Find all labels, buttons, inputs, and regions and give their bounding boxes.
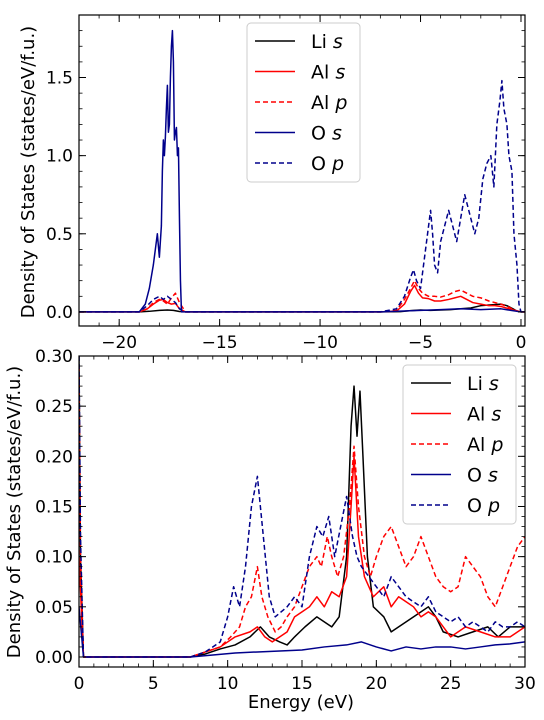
legend-label-o-p-bottom: O p xyxy=(467,495,500,517)
x-tick-label-bottom: 25 xyxy=(440,674,462,694)
y-tick-label-top: 0.0 xyxy=(46,303,73,323)
x-tick-label-top: −15 xyxy=(202,333,238,353)
plot-area-bottom xyxy=(79,356,525,658)
legend-label-o-p-top: O p xyxy=(311,153,344,175)
legend-label-li-s-bottom: Li s xyxy=(467,373,499,395)
legend-label-li-s-top: Li s xyxy=(311,31,343,53)
legend-label-al-p-bottom: Al p xyxy=(467,434,503,456)
legend-top: Li s Al s Al p O s O p xyxy=(246,22,361,183)
legend-label-al-s-top: Al s xyxy=(311,62,345,84)
legend-label-o-s-top: O s xyxy=(311,123,342,145)
series-line-li-s-bottom xyxy=(79,356,525,658)
series-line-al-s-top xyxy=(79,284,525,313)
x-tick-label-bottom: 0 xyxy=(74,674,85,694)
dos-panel-conduction: 0 5 10 15 20 25 30 0.00 0.05 0.10 0.15 0.20 0.25 0.30… xyxy=(35,347,536,694)
x-tick-label-top: −5 xyxy=(408,333,433,353)
series-line-al-p-bottom xyxy=(79,366,525,658)
x-tick-label-bottom: 10 xyxy=(217,674,239,694)
x-tick-label-bottom: 20 xyxy=(366,674,388,694)
x-tick-label-top: −10 xyxy=(302,333,338,353)
series-line-o-p-bottom xyxy=(79,356,525,658)
legend-label-o-s-bottom: O s xyxy=(467,465,498,487)
plot-area-top xyxy=(79,29,525,313)
legend-label-al-s-bottom: Al s xyxy=(467,404,501,426)
y-tick-label-top: 0.5 xyxy=(46,225,73,245)
legend-label-al-p-top: Al p xyxy=(311,92,347,114)
legend-bottom: Li s Al s Al p O s O p xyxy=(402,364,517,525)
axes-frame-top xyxy=(78,14,526,327)
x-axis-title: Energy (eV) xyxy=(248,692,354,713)
series-line-al-s-bottom xyxy=(79,455,525,658)
dos-panel-valence: −20 −15 −10 −5 0 0.0 0.5 1.0 1.5 Li s Al s Al p O s O… xyxy=(46,14,527,353)
series-line-o-s-top xyxy=(79,29,525,313)
y-tick-label-top: 1.0 xyxy=(46,147,73,167)
y-tick-label-bottom: 0.10 xyxy=(35,548,73,568)
legend-frame-top xyxy=(246,22,361,183)
x-tick-label-top: 0 xyxy=(516,333,527,353)
x-tick-label-bottom: 15 xyxy=(291,674,313,694)
series-line-o-s-bottom xyxy=(79,606,525,658)
series-line-al-p-top xyxy=(79,279,525,313)
y-tick-label-bottom: 0.05 xyxy=(35,598,73,618)
legend-frame-bottom xyxy=(402,364,517,525)
y-tick-label-bottom: 0.15 xyxy=(35,497,73,517)
y-tick-label-bottom: 0.20 xyxy=(35,447,73,467)
y-tick-label-bottom: 0.30 xyxy=(35,347,73,367)
y-axis-title-top: Density of States (states/eV/f.u.) xyxy=(18,26,39,318)
y-tick-label-bottom: 0.25 xyxy=(35,397,73,417)
y-tick-label-top: 1.5 xyxy=(46,69,73,89)
y-axis-title-bottom: Density of States (states/eV/f.u.) xyxy=(4,366,25,658)
y-tick-label-bottom: 0.00 xyxy=(35,648,73,668)
x-tick-label-top: −20 xyxy=(101,333,137,353)
x-tick-label-bottom: 30 xyxy=(514,674,536,694)
x-tick-label-bottom: 5 xyxy=(148,674,159,694)
series-line-o-p-top xyxy=(79,79,525,313)
